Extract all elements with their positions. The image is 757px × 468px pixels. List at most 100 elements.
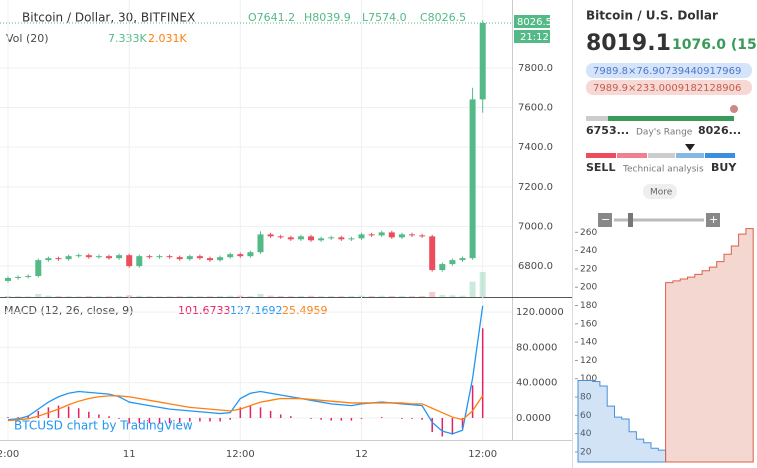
- candle-body: [156, 256, 163, 258]
- candle-body: [459, 258, 466, 261]
- volume-bar: [459, 295, 466, 297]
- volume-bar: [287, 296, 294, 297]
- macd-line: [7, 305, 484, 435]
- candle-body: [75, 255, 82, 257]
- volume-bar: [469, 281, 476, 297]
- y-tick-label: 60: [580, 411, 592, 421]
- y-tick-label: 7000.0: [518, 221, 553, 232]
- range-bar: [586, 116, 608, 121]
- tech-label: Technical analysis: [622, 165, 704, 175]
- range-high: 8026...: [698, 124, 741, 137]
- zoom-out[interactable]: [598, 213, 612, 227]
- volume-bar: [439, 294, 446, 297]
- candle-body: [429, 236, 436, 271]
- volume-bar: [75, 296, 82, 297]
- range-low: 6753...: [586, 124, 629, 137]
- last-price-label: 8026.5: [517, 17, 552, 28]
- volume-bar: [5, 295, 11, 297]
- countdown-box: [514, 30, 550, 43]
- volume-bar: [358, 295, 365, 297]
- candle-body: [358, 234, 365, 239]
- volume-bar: [227, 295, 234, 297]
- volume-bar: [368, 295, 375, 297]
- candle-body: [55, 258, 62, 260]
- tech-bar: [617, 153, 647, 158]
- macd-line: [7, 395, 484, 422]
- y-tick-label: 20: [580, 447, 592, 457]
- y-tick-label: 40: [580, 429, 592, 439]
- volume-bar: [106, 296, 112, 297]
- volume-bar: [348, 295, 355, 297]
- more-button[interactable]: [643, 184, 677, 199]
- candle-body: [297, 236, 304, 240]
- candle-body: [368, 234, 375, 236]
- candle-body: [136, 256, 143, 267]
- y-tick-label: 260: [580, 228, 597, 238]
- y-tick-label: 7600.0: [518, 103, 553, 114]
- volume-bar: [196, 296, 203, 297]
- zoom-in[interactable]: [706, 213, 720, 227]
- candle-body: [217, 257, 224, 261]
- volume-bar: [328, 295, 335, 297]
- candle-body: [207, 258, 213, 261]
- candle-body: [439, 264, 446, 271]
- candle-body: [65, 256, 72, 260]
- panel-change: 1076.0 (15: [672, 37, 757, 53]
- zoom-handle[interactable]: [628, 213, 633, 227]
- tech-pointer: [685, 144, 695, 151]
- y-tick-label: 120.0000: [516, 307, 564, 318]
- y-tick-label: 7400.0: [518, 142, 553, 153]
- more-label[interactable]: More: [650, 188, 673, 198]
- last-price-box: [514, 15, 550, 28]
- y-tick-label: 120: [580, 356, 597, 366]
- volume-bar: [35, 293, 42, 297]
- ohlc-close: C8026.5: [420, 11, 466, 24]
- volume-bar: [217, 295, 224, 297]
- candle-body: [247, 252, 254, 257]
- volume-title: Vol (20): [6, 32, 49, 45]
- candle-body: [116, 255, 123, 259]
- range-marker: [730, 105, 738, 113]
- ohlc-high: H8039.9: [304, 11, 351, 24]
- volume-bar: [277, 295, 284, 297]
- x-tick-label: 12:00: [226, 449, 255, 460]
- y-tick-label: 160: [580, 319, 597, 329]
- candle-body: [328, 237, 335, 239]
- range-bar: [608, 116, 734, 121]
- candle-body: [186, 256, 193, 260]
- y-tick-label: 180: [580, 301, 597, 311]
- buy-label: BUY: [711, 161, 737, 174]
- bid: 7989.8×76.90739440917969: [593, 66, 741, 77]
- volume-bar: [479, 272, 486, 297]
- volume-bar: [409, 296, 415, 297]
- y-tick-label: 7800.0: [518, 63, 553, 74]
- volume-bar: [449, 295, 456, 297]
- volume-bar: [146, 296, 153, 297]
- tech-bar: [705, 153, 735, 158]
- tech-bar: [648, 153, 675, 158]
- candle-body: [469, 99, 476, 259]
- x-tick-label: 11: [123, 449, 136, 460]
- y-tick-label: 0.0000: [516, 413, 551, 424]
- ohlc-open: O7641.2: [248, 11, 295, 24]
- candle-body: [318, 238, 325, 241]
- volume-bar: [267, 295, 274, 297]
- volume-bar: [429, 291, 436, 297]
- volume-bar: [237, 295, 244, 297]
- zoom-in-icon: +: [709, 213, 718, 226]
- y-tick-label: 6800.0: [518, 261, 553, 272]
- tech-bar: [586, 153, 616, 158]
- y-tick-label: 220: [580, 264, 597, 274]
- y-tick-label: 80.0000: [516, 342, 557, 353]
- y-tick-label: 200: [580, 283, 597, 293]
- candle-body: [267, 234, 274, 237]
- volume-bar: [247, 295, 254, 297]
- candle-body: [227, 254, 234, 258]
- x-tick-label: 12: [355, 449, 368, 460]
- candle-body: [479, 23, 486, 100]
- macd-title: MACD (12, 26, close, 9): [4, 304, 133, 317]
- candle-body: [308, 236, 314, 241]
- tech-bar: [676, 153, 704, 158]
- volume-bar: [136, 295, 143, 297]
- volume-bar: [65, 296, 72, 297]
